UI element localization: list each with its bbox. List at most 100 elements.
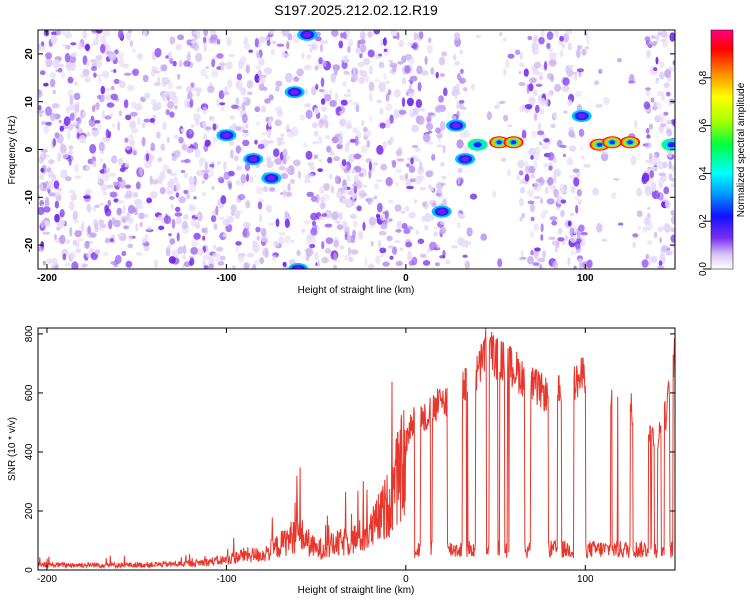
spectrogram-cell [419, 186, 427, 191]
spectrogram-cell [646, 134, 651, 139]
spectrogram-cell [62, 43, 66, 47]
spectrogram-cell [538, 71, 544, 82]
spectrogram-cell [376, 99, 383, 104]
spectrogram-cell [660, 123, 667, 128]
spectrogram-cell [378, 84, 386, 92]
spectrogram-cell [272, 254, 277, 262]
spectrogram-cell [204, 161, 209, 171]
spectrogram-cell [49, 78, 56, 88]
spectrogram-cell [274, 119, 283, 127]
spectrogram-cell [109, 112, 114, 117]
spectrogram-cell [243, 262, 250, 269]
spectrogram-cell [524, 173, 530, 182]
spectrogram-cell [203, 172, 209, 180]
spectrogram-cell [218, 61, 226, 67]
spectrogram-cell [123, 225, 130, 230]
spectrogram-cell [161, 76, 170, 83]
spectrogram-cell [203, 133, 208, 141]
spectrogram-cell [132, 192, 139, 198]
spectrogram-cell [54, 200, 60, 209]
spectrogram-cell [256, 235, 261, 241]
spectrogram-cell [235, 81, 241, 89]
spectrogram-cell [540, 223, 544, 233]
spectrogram-cell [240, 87, 247, 96]
spectrogram-cell [301, 228, 306, 233]
spectrogram-cell [332, 64, 341, 72]
spectrogram-cell [410, 157, 414, 165]
spectrogram-cell [460, 68, 464, 74]
spectrogram-cell [459, 49, 464, 55]
spectrogram-cell [169, 177, 174, 184]
spectrogram-cell [112, 181, 119, 186]
spectrogram-cell [266, 40, 271, 47]
x-tick-label: 100 [577, 273, 594, 284]
spectrogram-cell [359, 69, 364, 76]
spectrogram-cell [217, 176, 225, 183]
y-tick-label: 20 [24, 48, 35, 60]
spectrogram-cell [131, 208, 137, 213]
spectrogram-cell [45, 121, 52, 126]
spectrogram-cell [643, 101, 651, 110]
spectrogram-cell [552, 260, 559, 269]
spectrogram-cell [213, 223, 218, 230]
spectrogram-cell [407, 88, 415, 94]
spectrogram-cell [554, 83, 562, 92]
spectrogram-cell [292, 159, 301, 167]
spectrogram-cell [393, 109, 400, 119]
spectrogram-cell [245, 64, 250, 74]
spectrogram-cell [154, 47, 162, 58]
spectrogram-cell [237, 255, 245, 263]
spectrogram-cell [371, 165, 375, 173]
spectrogram-cell [143, 161, 152, 169]
spectrogram-cell [598, 68, 603, 74]
spectrogram-cell [320, 98, 326, 105]
spectrogram-cell [375, 255, 381, 264]
spectrogram-cell [65, 176, 72, 182]
spectrogram-cell [312, 122, 318, 129]
spectrogram-cell [174, 212, 183, 217]
spectrogram-cell [539, 108, 545, 115]
x-tick-label: -100 [216, 273, 236, 284]
spectrogram-cell [150, 69, 156, 77]
spectrogram-cell [541, 142, 550, 150]
spectrogram-cell [426, 248, 431, 255]
spectrogram-cell [100, 184, 108, 192]
spectrogram-cell [190, 247, 199, 255]
spectrogram-cell [434, 262, 440, 267]
spectrogram-cell [396, 220, 403, 230]
spectrogram-cell [438, 95, 444, 103]
spectrogram-cell [417, 238, 425, 245]
spectrogram-cell [278, 165, 286, 171]
spectrogram-cell [404, 65, 411, 74]
spectrogram-cell [67, 123, 74, 131]
spectrogram-cell [278, 231, 286, 236]
spectrogram-cell [627, 80, 636, 84]
spectrogram-cell [415, 99, 423, 108]
spectrogram-cell [568, 174, 577, 180]
spectrogram-cell [543, 162, 549, 168]
spectrogram-cell [435, 105, 441, 113]
spectrogram-cell [138, 52, 143, 62]
spectrogram-cell [668, 173, 673, 181]
spectrogram-cell [361, 120, 365, 126]
spectrogram-cell [312, 141, 319, 145]
spectrogram-cell [427, 130, 433, 134]
spectrogram-cell [617, 222, 624, 226]
spectrogram-cell [272, 240, 280, 247]
spectrogram-cell [346, 174, 351, 183]
spectrogram-cell [177, 34, 185, 41]
spectrogram-cell [382, 37, 387, 46]
spectrogram-cell [173, 176, 178, 184]
spectrogram-cell [339, 245, 344, 250]
spectrogram-cell [38, 44, 41, 50]
snr-frame [37, 327, 676, 571]
spectrogram-cell [311, 86, 317, 96]
spectrogram-cell [39, 174, 45, 181]
spectrogram-cell [518, 82, 526, 87]
spectrogram-cell [111, 155, 118, 164]
spectrogram-cell [110, 93, 118, 101]
spectrogram-cell [117, 121, 121, 132]
spectrogram-cell [573, 177, 580, 187]
spectrogram-cell [457, 236, 465, 246]
spectrogram-cell [238, 59, 244, 70]
